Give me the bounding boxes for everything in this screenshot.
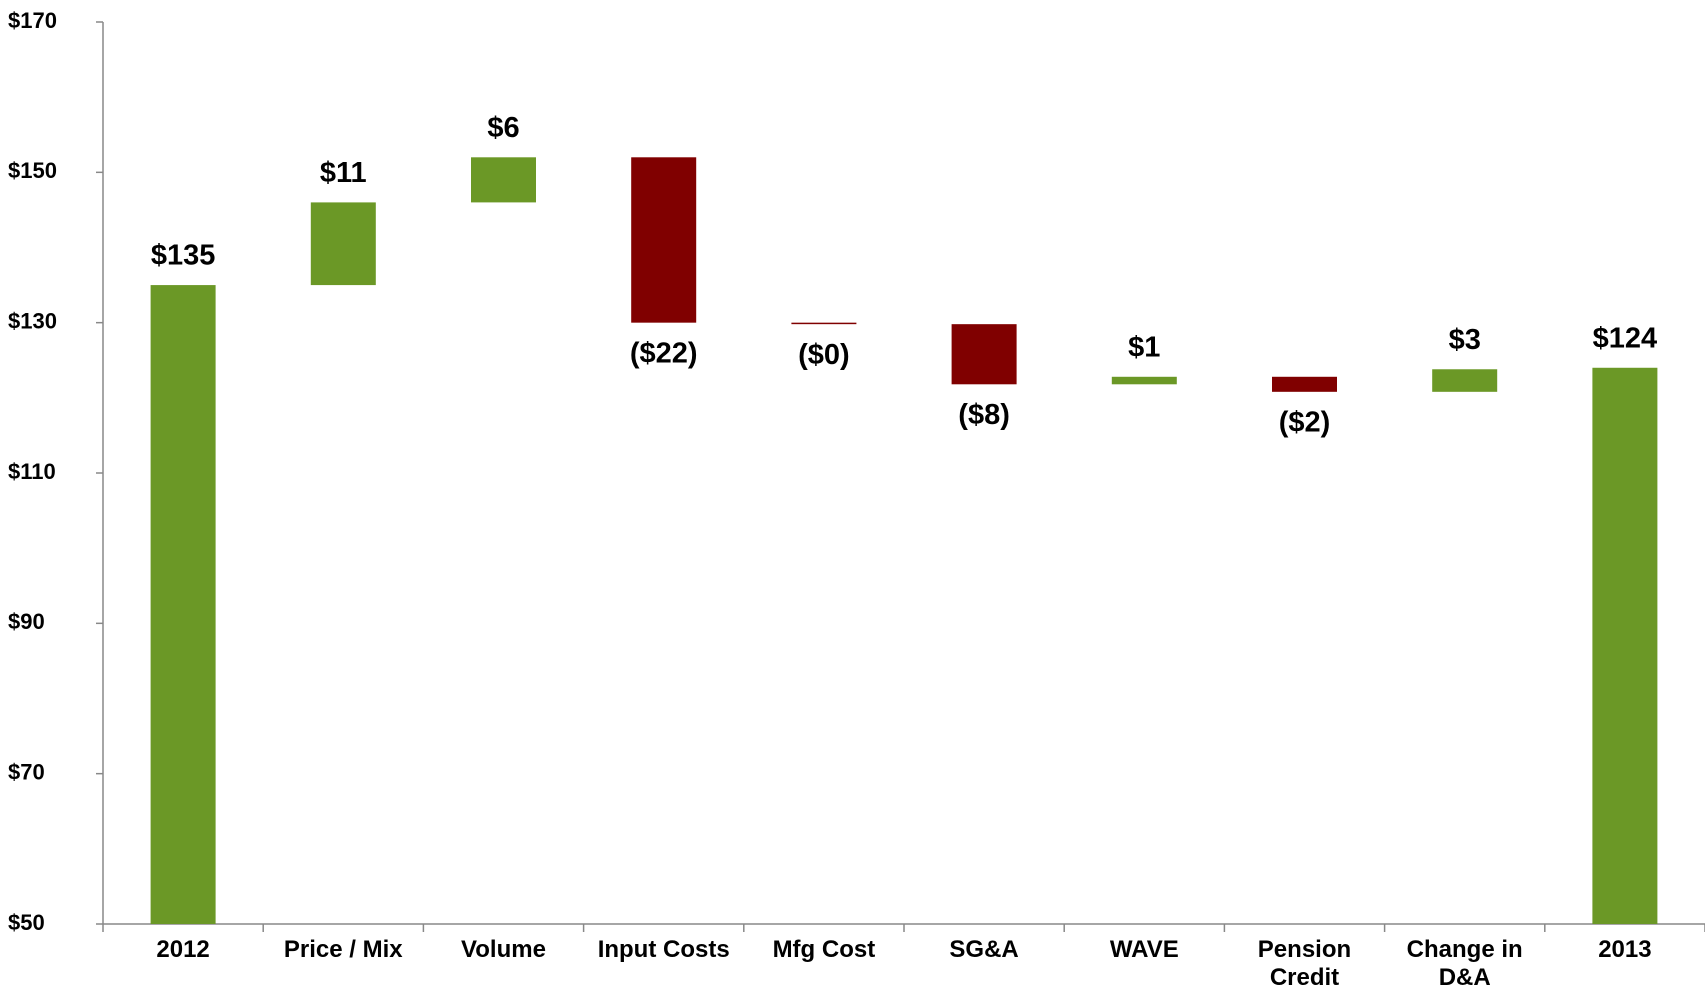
bar [1592, 367, 1658, 924]
bar [631, 157, 697, 323]
y-tick-label: $50 [8, 910, 45, 935]
value-label: $6 [487, 112, 519, 144]
bar [150, 285, 216, 924]
x-tick-label: Volume [461, 936, 546, 963]
y-tick-label: $130 [8, 308, 57, 333]
y-tick-label: $70 [8, 759, 45, 784]
value-label: $124 [1593, 322, 1658, 354]
x-tick-label: Price / Mix [283, 936, 403, 963]
value-label: ($2) [1279, 406, 1331, 438]
value-label: ($8) [958, 399, 1010, 431]
value-label: $135 [151, 240, 216, 272]
value-label: $1 [1128, 331, 1160, 363]
x-tick-label: Input Costs [597, 936, 730, 963]
y-tick-label: $110 [8, 459, 56, 484]
x-tick-label: Change in D&A [1406, 936, 1523, 991]
value-label: $3 [1449, 324, 1481, 356]
bar [310, 202, 376, 286]
x-tick-label: SG&A [949, 936, 1019, 963]
y-tick-label: $90 [8, 609, 45, 634]
x-tick-label: WAVE [1109, 936, 1179, 963]
value-label: ($22) [630, 337, 698, 369]
y-tick-label: $150 [8, 158, 57, 183]
bar [1111, 376, 1177, 385]
x-tick-label: 2012 [156, 936, 210, 963]
value-label: $11 [320, 157, 367, 189]
bar [1272, 376, 1337, 392]
bar [791, 322, 857, 325]
bar [471, 157, 536, 203]
x-tick-label: 2013 [1598, 936, 1652, 963]
bar [951, 324, 1017, 385]
value-label: ($0) [798, 339, 850, 371]
x-tick-label: Pension Credit [1257, 936, 1352, 991]
bar [1432, 369, 1498, 392]
y-tick-label: $170 [8, 8, 57, 33]
x-tick-label: Mfg Cost [772, 936, 876, 963]
